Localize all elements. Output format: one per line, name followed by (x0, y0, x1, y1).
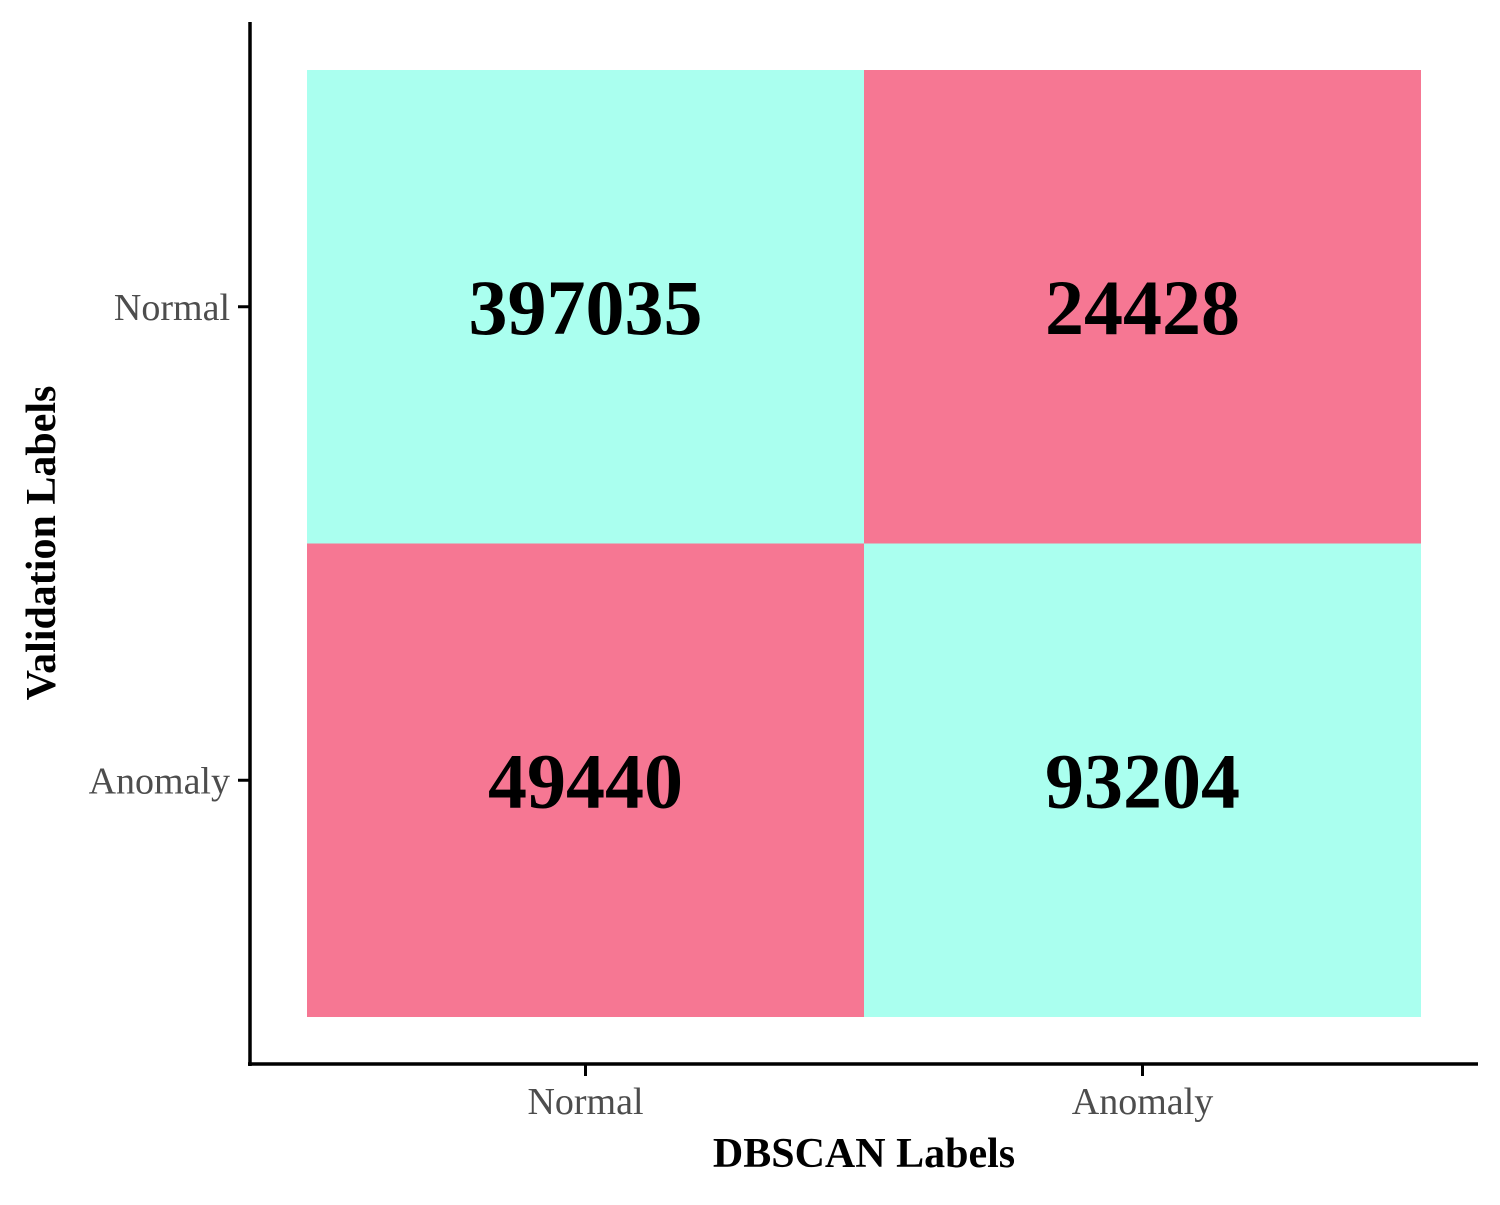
x-axis-title: DBSCAN Labels (713, 1131, 1015, 1177)
cell-value-label: 397035 (469, 264, 703, 351)
heatmap-cell-anomaly-normal (307, 543, 864, 1017)
heatmap-cell-anomaly-anomaly (864, 543, 1421, 1017)
heatmap-cell-normal-normal (307, 70, 864, 544)
cell-value-label: 93204 (1045, 737, 1240, 824)
y-tick-label: Anomaly (89, 760, 230, 802)
heatmap-cells (307, 70, 1421, 1017)
cell-value-label: 49440 (488, 737, 683, 824)
y-tick-label: Normal (114, 287, 230, 329)
cell-value-labels: 397035 24428 49440 93204 (469, 264, 1241, 825)
axis-ticks: Normal Anomaly Normal Anomaly (89, 287, 1214, 1123)
y-axis-title: Validation Labels (19, 386, 65, 701)
x-tick-label: Normal (527, 1081, 643, 1123)
cell-value-label: 24428 (1045, 264, 1240, 351)
x-tick-label: Anomaly (1072, 1081, 1213, 1123)
heatmap-cell-normal-anomaly (864, 70, 1421, 544)
